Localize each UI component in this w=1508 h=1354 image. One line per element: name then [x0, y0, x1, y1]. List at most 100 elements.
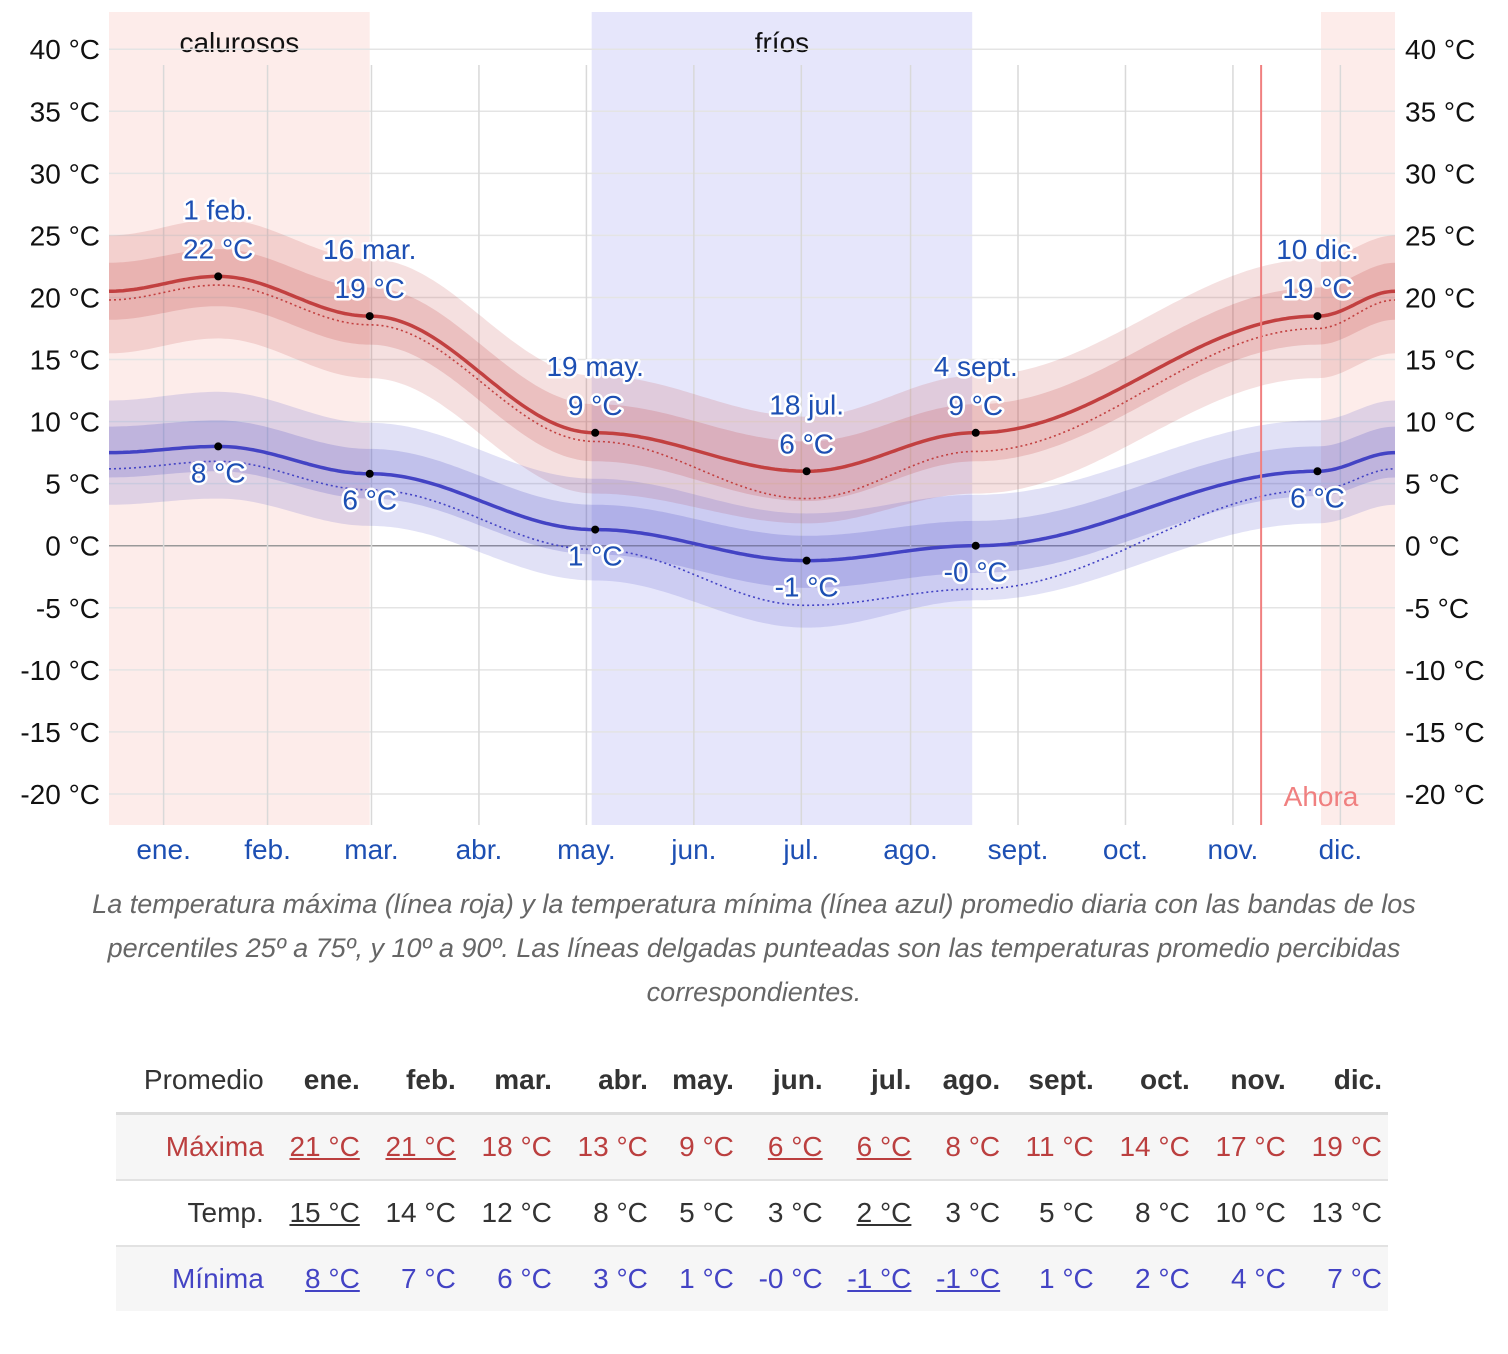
season-bands: calurosos fríos — [109, 12, 1395, 825]
x-month-label: ago. — [883, 834, 938, 865]
annotation-date: 18 jul. — [769, 389, 844, 420]
annotation-point — [214, 272, 223, 281]
table-cell-value: 8 °C — [305, 1263, 360, 1294]
table-cell: 2 °C — [1100, 1246, 1196, 1311]
feels-like-line — [109, 460, 1396, 607]
table-cell-value: 12 °C — [481, 1197, 552, 1228]
y-tick-label-right: 5 °C — [1405, 469, 1460, 500]
table-cell: 21 °C — [270, 1114, 366, 1181]
table-cell: 19 °C — [1292, 1114, 1388, 1181]
annotation-point — [1313, 312, 1322, 321]
table-cell-value: 10 °C — [1215, 1197, 1286, 1228]
table-cell-value: 21 °C — [385, 1131, 456, 1162]
table-cell-value: 5 °C — [679, 1197, 734, 1228]
y-tick-label-right: -10 °C — [1405, 655, 1485, 686]
table-cell-value: 7 °C — [401, 1263, 456, 1294]
annotation-date: 4 sept. — [934, 351, 1018, 382]
x-month-label: oct. — [1103, 834, 1148, 865]
table-cell: 7 °C — [1292, 1246, 1388, 1311]
x-month-label: dic. — [1319, 834, 1363, 865]
grid-lines — [109, 48, 1395, 825]
table-cell: 3 °C — [917, 1180, 1006, 1246]
annotation-value: 9 °C — [568, 390, 623, 421]
table-cell: 8 °C — [1100, 1180, 1196, 1246]
table-cell: 14 °C — [1100, 1114, 1196, 1181]
annotation-point — [971, 428, 980, 437]
annotation-date: 1 feb. — [183, 194, 253, 225]
table-cell: 6 °C — [829, 1114, 918, 1181]
table-cell-value: 14 °C — [385, 1197, 456, 1228]
table-month-header: nov. — [1195, 1048, 1292, 1115]
annotation-value: -0 °C — [944, 557, 1008, 588]
table-cell: 8 °C — [558, 1180, 654, 1246]
table-cell-value: 6 °C — [767, 1131, 823, 1162]
table-month-header: ene. — [269, 1048, 366, 1115]
annotation-value: 6 °C — [342, 485, 397, 516]
table-cell: -0 °C — [740, 1246, 829, 1311]
annotation-point — [971, 541, 980, 550]
annotation-date: 19 may. — [546, 351, 644, 382]
y-tick-label-left: 15 °C — [30, 345, 100, 376]
x-month-label: mar. — [344, 834, 398, 865]
table-month-header: jul. — [828, 1048, 918, 1115]
table-body: Máxima 21 °C 21 °C 18 °C 13 °C 9 °C 6 °C 6 °C 8 … — [116, 1113, 1388, 1311]
table-cell: 7 °C — [366, 1246, 462, 1311]
y-tick-label-left: 35 °C — [30, 96, 100, 127]
y-tick-label-right: -5 °C — [1405, 593, 1469, 624]
table-cell: 2 °C — [829, 1180, 918, 1246]
table-month-header: ago. — [917, 1048, 1007, 1115]
table-cell: 1 °C — [1006, 1246, 1100, 1311]
table-month-header: sept. — [1006, 1048, 1100, 1115]
annotation-value: 6 °C — [779, 428, 834, 459]
y-tick-label-right: 0 °C — [1405, 531, 1460, 562]
table-cell: 4 °C — [1196, 1246, 1292, 1311]
table-cell-value: 2 °C — [856, 1197, 912, 1228]
table-cell: 11 °C — [1006, 1114, 1100, 1181]
x-month-label: abr. — [456, 834, 503, 865]
table-cell: 13 °C — [558, 1114, 654, 1181]
x-month-label: sept. — [988, 834, 1049, 865]
table-cell-value: -1 °C — [936, 1263, 1001, 1294]
table-cell: 8 °C — [270, 1246, 366, 1311]
table-cell: -1 °C — [917, 1246, 1006, 1311]
table-month-header: abr. — [557, 1048, 654, 1115]
x-month-label: ene. — [136, 834, 191, 865]
table-row-label: Máxima — [165, 1131, 264, 1162]
annotation-point — [214, 442, 223, 451]
annotation-point — [591, 428, 600, 437]
table-cell: 1 °C — [654, 1246, 740, 1311]
annotation-value: -1 °C — [775, 572, 839, 603]
annotation-point — [591, 525, 600, 534]
band-p10-p90 — [109, 219, 1395, 524]
y-tick-label-right: 25 °C — [1405, 220, 1475, 251]
season-band — [109, 12, 370, 825]
table-cell-value: -1 °C — [847, 1263, 912, 1294]
table-cell-value: 7 °C — [1327, 1263, 1382, 1294]
table-cell: 12 °C — [462, 1180, 558, 1246]
y-tick-label-right: -15 °C — [1405, 717, 1485, 748]
table-month-header: feb. — [365, 1048, 462, 1115]
annotation-value: 19 °C — [335, 273, 405, 304]
season-band-wrap — [1321, 12, 1395, 825]
feels-like-line — [108, 284, 1396, 500]
x-month-label: feb. — [244, 834, 291, 865]
table-cell-value: 8 °C — [945, 1131, 1001, 1162]
table-cell: 3 °C — [740, 1180, 829, 1246]
y-tick-label-left: 5 °C — [45, 469, 100, 500]
table-cell-value: 6 °C — [497, 1263, 552, 1294]
mean-line — [109, 444, 1396, 563]
y-tick-label-left: 40 °C — [30, 34, 100, 65]
table-cell-value: 14 °C — [1119, 1131, 1190, 1162]
now-label: Ahora — [1284, 781, 1359, 812]
y-tick-label-left: -5 °C — [36, 593, 100, 624]
table-cell-value: 17 °C — [1215, 1131, 1286, 1162]
monthly-summary-table: Promedio ene. feb. mar. abr. may. jun. jul. ago… — [116, 1048, 1388, 1311]
annotation-point — [365, 469, 374, 478]
axis-labels: 40 °C 40 °C 35 °C 35 °C 30 °C 30 °C 25 °C 25 °C… — [20, 34, 1484, 865]
table-cell: 5 °C — [1006, 1180, 1100, 1246]
table-cell-value: 8 °C — [593, 1197, 648, 1228]
table-cell: 13 °C — [1292, 1180, 1388, 1246]
table-cell: 8 °C — [917, 1114, 1006, 1181]
annotation-value: 22 °C — [183, 233, 253, 264]
y-tick-label-right: 10 °C — [1405, 407, 1475, 438]
